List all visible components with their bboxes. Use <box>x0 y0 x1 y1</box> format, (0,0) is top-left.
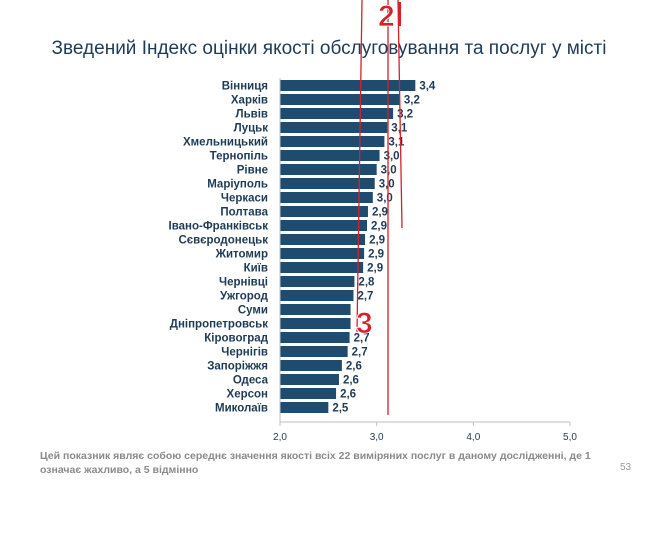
value-label: 3,2 <box>404 95 420 107</box>
bar <box>280 388 337 399</box>
x-tick-label: 5,0 <box>563 432 577 443</box>
category-label: Ужгород <box>220 291 269 303</box>
value-label: 2,8 <box>358 277 375 289</box>
value-label: 2,9 <box>372 207 388 219</box>
category-label: Полтава <box>220 207 268 219</box>
category-label: Одеса <box>233 375 269 387</box>
value-label: 3,4 <box>419 81 436 93</box>
bar <box>280 318 351 329</box>
value-label: 3,0 <box>381 165 397 177</box>
bar <box>280 136 385 147</box>
category-label: Запоріжжя <box>207 361 268 373</box>
bar <box>280 178 375 189</box>
bar <box>280 192 373 203</box>
category-label: Рівне <box>237 165 268 177</box>
x-tick-label: 4,0 <box>466 432 480 443</box>
bar <box>280 220 367 231</box>
category-label: Харків <box>231 95 268 107</box>
value-label: 2,7 <box>352 347 368 359</box>
value-label: 2,7 <box>357 291 373 303</box>
category-label: Кіровоград <box>204 333 268 345</box>
bar <box>280 248 365 259</box>
bar <box>280 360 342 371</box>
bar <box>280 290 354 301</box>
value-label: 2,6 <box>346 361 362 373</box>
bar <box>280 346 348 357</box>
annotation-stroke <box>398 2 401 26</box>
x-tick-label: 2,0 <box>273 432 287 443</box>
value-label: 2,5 <box>332 403 349 415</box>
category-label: Миколаїв <box>215 403 268 415</box>
bar <box>280 150 380 161</box>
value-label: 2,9 <box>367 263 383 275</box>
bar <box>280 164 377 175</box>
bar <box>280 122 388 133</box>
value-label: 2,6 <box>343 375 359 387</box>
category-label: Івано-Франківськ <box>169 221 269 233</box>
page-number: 53 <box>620 462 632 473</box>
bar <box>280 206 368 217</box>
category-label: Сєвєродонецьк <box>178 235 268 247</box>
category-label: Черкаси <box>221 193 268 205</box>
bar <box>280 374 339 385</box>
bar <box>280 276 355 287</box>
category-label: Чернівці <box>219 277 268 289</box>
category-label: Суми <box>238 305 268 317</box>
category-label: Тернопіль <box>210 151 268 163</box>
bar <box>280 80 416 91</box>
hand-drawn-annotations: 23 <box>356 0 403 415</box>
value-label: 3,1 <box>388 137 405 149</box>
category-label: Хмельницький <box>183 137 268 149</box>
annotation-number: 2 <box>378 0 395 33</box>
value-label: 3,0 <box>377 193 393 205</box>
value-label: 3,2 <box>397 109 413 121</box>
value-label: 2,9 <box>368 249 384 261</box>
category-label: Луцьк <box>234 123 269 135</box>
category-label: Маріуполь <box>207 179 268 191</box>
value-label: 3,1 <box>391 123 408 135</box>
annotation-stroke <box>397 0 403 229</box>
x-tick-label: 3,0 <box>370 432 384 443</box>
category-label: Херсон <box>227 389 269 401</box>
value-label: 3,0 <box>384 151 400 163</box>
value-label: 2,7 <box>354 333 370 345</box>
chart-title: Зведений Індекс оцінки якості обслуговув… <box>51 38 607 59</box>
bar <box>280 234 366 245</box>
value-label: 2,9 <box>371 221 387 233</box>
value-label: 2,9 <box>369 235 385 247</box>
category-label: Київ <box>244 263 268 275</box>
category-label: Чернігів <box>221 347 268 359</box>
bar <box>280 262 364 273</box>
category-label: Житомир <box>215 249 268 261</box>
value-label: 3,0 <box>379 179 395 191</box>
bar <box>280 332 350 343</box>
category-label: Вінниця <box>222 81 268 93</box>
bar <box>280 108 394 119</box>
value-label: 2,6 <box>340 389 356 401</box>
annotation-stroke <box>356 0 363 333</box>
annotation-number: 3 <box>356 307 373 340</box>
category-label: Дніпропетровськ <box>170 319 268 331</box>
bar <box>280 94 400 105</box>
bar <box>280 402 329 413</box>
footnote: Цей показник являє собою середнє значенн… <box>40 450 591 476</box>
category-label: Львів <box>236 109 268 121</box>
bar <box>280 304 351 315</box>
